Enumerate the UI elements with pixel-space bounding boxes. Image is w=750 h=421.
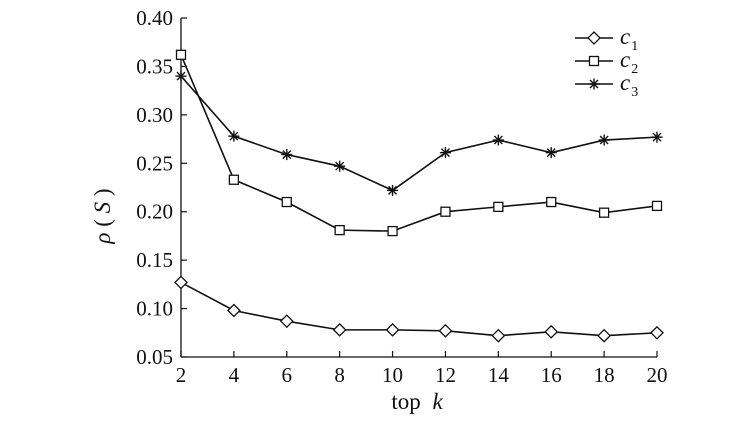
data-point-c3: [175, 70, 187, 82]
x-tick-label: 2: [176, 363, 187, 387]
legend-label-subscript: 3: [631, 85, 638, 100]
legend-label: c3: [620, 70, 638, 100]
data-point-c1: [438, 323, 453, 338]
legend-item-c1: c1: [575, 24, 638, 54]
legend-label-name: c: [620, 24, 630, 49]
series-c2: [175, 49, 663, 237]
x-tick-label: 14: [488, 363, 510, 387]
data-point-c2: [281, 196, 292, 208]
legend-label-name: c: [620, 70, 630, 95]
legend-label: c2: [620, 47, 638, 77]
data-point-c1: [279, 314, 294, 329]
legend-marker: [588, 55, 600, 67]
x-tick-label: 6: [282, 363, 293, 387]
data-point-c1: [332, 322, 347, 337]
y-tick-label: 0.30: [136, 103, 173, 127]
legend-item-c2: c2: [575, 47, 638, 77]
y-tick-label: 0.40: [136, 6, 173, 30]
data-point-c3: [281, 149, 293, 161]
data-point-c3: [228, 130, 240, 142]
x-tick-label: 4: [229, 363, 240, 387]
y-tick-label: 0.25: [136, 151, 173, 175]
data-point-c2: [387, 225, 398, 237]
y-tick-label: 0.35: [136, 54, 173, 78]
data-point-c3: [545, 147, 557, 159]
series-line-c2: [180, 54, 658, 232]
x-tick-label: 20: [647, 363, 668, 387]
data-point-c3: [387, 184, 399, 196]
legend-label-subscript: 2: [631, 62, 638, 77]
y-axis-title: ρ ( S ): [90, 188, 115, 244]
x-tick-label: 16: [541, 363, 562, 387]
data-point-c3: [651, 131, 663, 143]
legend-label-name: c: [620, 47, 630, 72]
data-point-c1: [491, 328, 506, 343]
y-axis-title-variable: ρ: [90, 233, 115, 245]
data-point-c3: [598, 134, 610, 146]
y-tick-label: 0.20: [136, 200, 173, 224]
y-tick-label: 0.05: [136, 345, 173, 369]
y-tick-label: 0.10: [136, 297, 173, 321]
y-axis-title-argument: S: [90, 201, 115, 213]
data-point-c1: [544, 324, 559, 339]
x-axis-ticks: 2 4 6 8 10 12 14 16 18 20: [176, 351, 668, 387]
data-point-c3: [492, 134, 504, 146]
data-point-c2: [598, 207, 610, 218]
series-layer: [174, 49, 664, 343]
series-c1: [174, 275, 664, 343]
x-tick-label: 18: [594, 363, 615, 387]
x-tick-label: 12: [435, 363, 456, 387]
legend-label-subscript: 1: [631, 39, 638, 54]
legend-marker: [588, 78, 600, 90]
data-point-c2: [546, 196, 557, 208]
data-point-c3: [334, 160, 346, 172]
data-point-c1: [226, 303, 241, 318]
y-axis-title-open-paren: (: [90, 219, 115, 227]
legend-label: c1: [620, 24, 638, 54]
data-point-c2: [440, 206, 451, 217]
data-point-c2: [175, 49, 187, 60]
data-point-c1: [174, 275, 188, 290]
data-point-c1: [385, 322, 400, 337]
y-tick-label: 0.15: [136, 248, 173, 272]
series-line-c1: [180, 281, 658, 337]
x-axis-title: top k: [391, 389, 443, 414]
data-point-c2: [334, 224, 345, 236]
x-tick-label: 10: [382, 363, 403, 387]
data-point-c2: [228, 174, 240, 185]
series-c3: [175, 70, 663, 196]
legend-item-c3: c3: [575, 70, 638, 100]
y-axis-title-close-paren: ): [90, 188, 115, 196]
x-axis-title-variable: k: [432, 389, 443, 414]
legend-marker: [587, 31, 601, 45]
x-tick-label: 8: [334, 363, 345, 387]
data-point-c1: [597, 328, 612, 343]
series-line-c3: [180, 75, 658, 192]
data-point-c1: [650, 325, 664, 340]
data-point-c2: [651, 200, 663, 212]
data-point-c2: [493, 201, 504, 213]
data-point-c3: [439, 147, 451, 159]
x-axis-title-main: top: [391, 389, 420, 414]
y-axis-ticks: 0.05 0.10 0.15 0.20 0.25 0.30 0.35 0.40: [136, 6, 187, 369]
